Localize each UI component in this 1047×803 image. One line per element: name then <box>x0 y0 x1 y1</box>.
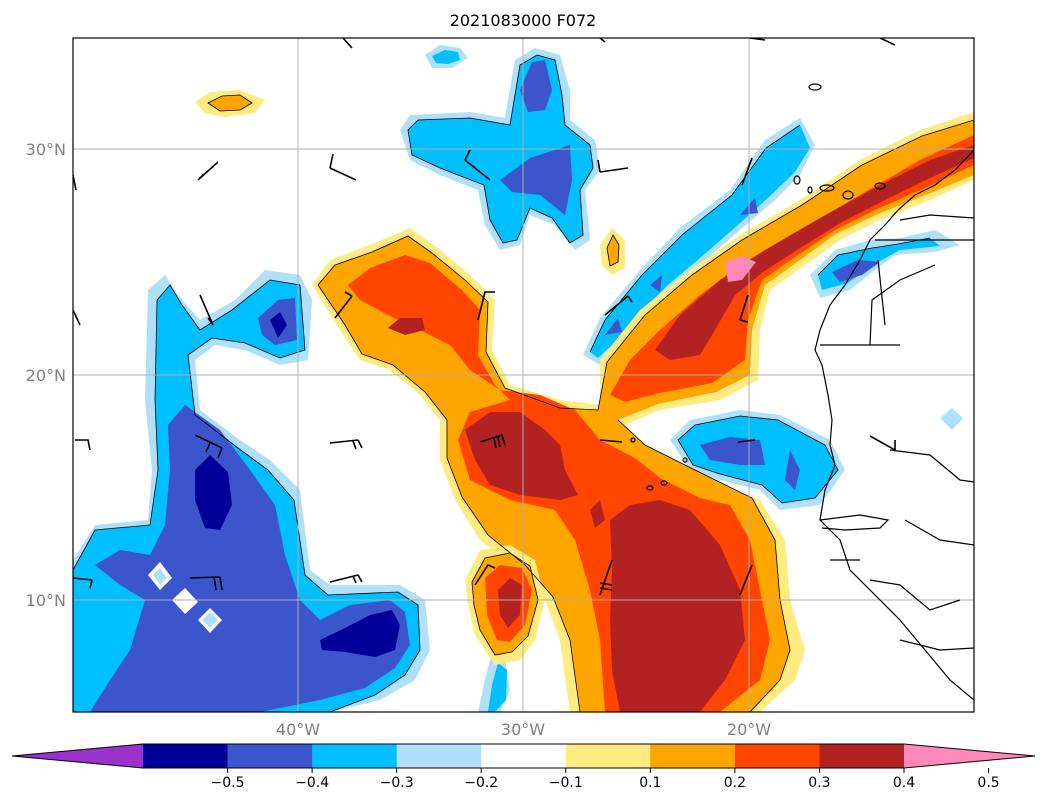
lon-label-20w: 20°W <box>727 720 771 739</box>
positive-anomaly-small <box>195 90 625 665</box>
colorbar-swatch <box>227 744 313 768</box>
colorbar-swatch <box>565 744 651 768</box>
colorbar-tick-label: −0.4 <box>295 775 329 791</box>
colorbar-swatch <box>650 744 736 768</box>
lat-label-20n: 20°N <box>26 366 66 385</box>
colorbar-tick-label: 0.5 <box>977 775 999 791</box>
colorbar-swatch <box>481 744 567 768</box>
colorbar-outline <box>11 743 1036 769</box>
colorbar-tick-label: −0.3 <box>380 775 414 791</box>
colorbar-extend-low <box>12 744 143 768</box>
colorbar-tick-label: 0.3 <box>808 775 830 791</box>
colorbar-extend-high <box>904 744 1035 768</box>
colorbar-tick-label: 0.1 <box>639 775 661 791</box>
colorbar-tick-label: −0.5 <box>211 775 245 791</box>
lon-label-40w: 40°W <box>276 720 320 739</box>
map-title: 2021083000 F072 <box>450 11 597 30</box>
colorbar-tick-label: −0.2 <box>464 775 498 791</box>
lon-label-30w: 30°W <box>501 720 545 739</box>
plot-frame <box>72 37 975 713</box>
plot-area <box>73 38 974 712</box>
colorbar-swatch <box>734 744 820 768</box>
contour-lines <box>73 54 974 712</box>
negative-anomaly-west <box>73 270 430 712</box>
colorbar-swatch <box>143 744 229 768</box>
longitude-labels: 40°W 30°W 20°W <box>276 720 771 739</box>
colorbar-swatch <box>396 744 482 768</box>
wind-barbs <box>73 38 896 596</box>
positive-anomaly-central <box>312 112 974 712</box>
colorbar: −0.5 −0.4 −0.3 −0.2 −0.1 0.1 0.2 0.3 0.4 0.5 <box>11 743 1036 791</box>
colorbar-tick-label: 0.2 <box>724 775 746 791</box>
lat-label-10n: 10°N <box>26 591 66 610</box>
latitude-labels: 30°N 20°N 10°N <box>26 140 66 610</box>
colorbar-swatch <box>819 744 905 768</box>
colorbar-tick-label: 0.4 <box>893 775 915 791</box>
lat-label-30n: 30°N <box>26 140 66 159</box>
colorbar-tick-label: −0.1 <box>549 775 583 791</box>
colorbar-swatch <box>312 744 398 768</box>
coastlines <box>630 83 974 701</box>
